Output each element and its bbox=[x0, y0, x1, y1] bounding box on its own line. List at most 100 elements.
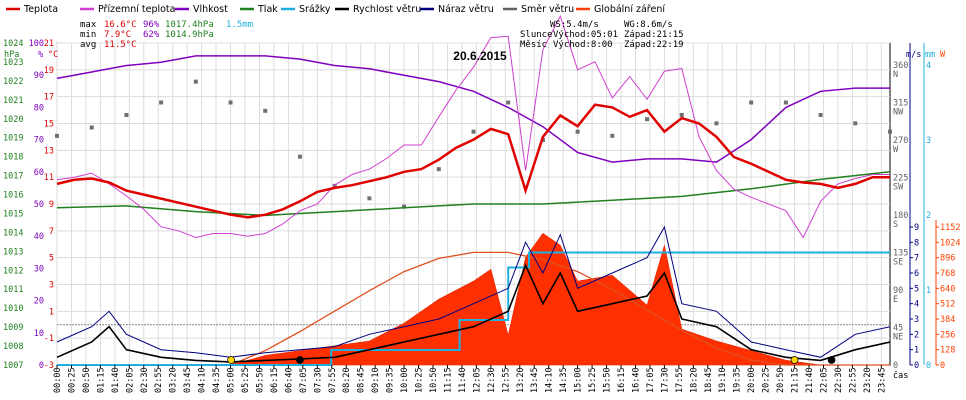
y-tick-label-w: 1024 bbox=[940, 238, 960, 248]
unit-pct: % bbox=[38, 50, 43, 60]
y-tick-label-pct: 80 bbox=[34, 103, 44, 113]
x-tick-label: 14:10 bbox=[545, 367, 555, 393]
y-tick-label-dir: 0 bbox=[893, 361, 898, 371]
x-tick-label: 17:55 bbox=[675, 367, 685, 393]
x-tick-label: 08:20 bbox=[342, 367, 352, 393]
y-tick-label-hpa: 1008 bbox=[3, 342, 23, 352]
y-tick-label-c: -1 bbox=[44, 334, 54, 344]
y-tick-label-ms: 3 bbox=[914, 315, 919, 325]
x-tick-label: 01:40 bbox=[111, 367, 121, 393]
wind-direction-dot bbox=[124, 113, 129, 117]
y-tick-label-hpa: 1017 bbox=[3, 172, 23, 182]
legend-label: Přízemní teplota bbox=[98, 4, 175, 15]
x-tick-label: 05:00 bbox=[227, 367, 237, 393]
x-tick-label: 22:30 bbox=[834, 367, 844, 393]
x-tick-label: 15:25 bbox=[588, 367, 598, 393]
ground-temp-line bbox=[56, 14, 890, 239]
y-tick-label-hpa: 1021 bbox=[3, 96, 23, 106]
x-tick-label: 09:10 bbox=[371, 367, 381, 393]
x-axis-label: čas bbox=[893, 370, 908, 381]
y-tick-label-dir: 270 bbox=[893, 136, 908, 146]
x-tick-label: 22:05 bbox=[819, 367, 829, 393]
wind-direction-dot bbox=[645, 117, 650, 122]
legend-label: Vlhkost bbox=[193, 4, 228, 15]
y-tick-label-c: 5 bbox=[49, 254, 54, 264]
x-tick-label: 15:00 bbox=[574, 367, 584, 393]
wind-direction-dot bbox=[610, 133, 615, 138]
max-hum: 96% bbox=[143, 20, 160, 30]
wind-direction-dot bbox=[575, 129, 580, 134]
x-tick-label: 02:55 bbox=[154, 367, 164, 393]
x-tick-label: 12:55 bbox=[501, 367, 511, 393]
y-tick-label-pct: 60 bbox=[34, 168, 44, 178]
x-tick-label: 02:05 bbox=[125, 367, 135, 393]
y-tick-label-ms: 1 bbox=[914, 346, 919, 356]
y-tick-label-pct: 90 bbox=[34, 71, 44, 81]
y-tick-label-w: 256 bbox=[940, 330, 955, 340]
axes-group: 00:00 00:25 00:50 01:15 01:40 02:05 02:30 02:55… bbox=[3, 39, 960, 393]
x-tick-label: 21:15 bbox=[791, 367, 801, 393]
dir-letter: NW bbox=[893, 108, 904, 118]
y-tick-label-mm: 4 bbox=[926, 61, 931, 71]
x-tick-label: 04:10 bbox=[198, 367, 208, 393]
y-tick-label-pct: 40 bbox=[34, 232, 44, 242]
dir-letter: SE bbox=[893, 258, 903, 268]
y-tick-label-w: 384 bbox=[940, 315, 955, 325]
y-tick-label-hpa: 1009 bbox=[3, 323, 23, 333]
moon-marker bbox=[296, 356, 304, 364]
y-tick-label-hpa: 1015 bbox=[3, 209, 23, 219]
sun-marker bbox=[227, 356, 235, 364]
min-press: 1014.9hPa bbox=[165, 30, 214, 40]
sun-set: Západ:21:15 bbox=[624, 30, 684, 40]
y-tick-label-mm: 1 bbox=[926, 286, 931, 296]
max-temp: 16.6°C bbox=[104, 20, 137, 30]
stats-block: max 16.6°C 96% 1017.4hPa 1.5mm min 7.9°C… bbox=[80, 20, 253, 50]
legend-label: Rychlost větru bbox=[353, 4, 421, 15]
temperature-line bbox=[56, 103, 890, 219]
x-tick-label: 04:35 bbox=[212, 367, 222, 393]
x-tick-label: 13:45 bbox=[530, 367, 540, 393]
x-tick-label: 03:45 bbox=[183, 367, 193, 393]
x-tick-label: 12:05 bbox=[472, 367, 482, 393]
avg-temp: 11.5°C bbox=[104, 40, 137, 50]
y-tick-label-pct: 30 bbox=[34, 264, 44, 274]
x-tick-label: 03:20 bbox=[169, 367, 179, 393]
x-tick-label: 01:15 bbox=[96, 367, 106, 393]
unit-hpa: hPa bbox=[4, 50, 19, 60]
x-tick-label: 20:50 bbox=[776, 367, 786, 393]
wind-direction-dot bbox=[471, 129, 476, 134]
y-tick-label-dir: 135 bbox=[893, 249, 908, 259]
y-tick-label-mm: 0 bbox=[926, 361, 931, 371]
y-tick-label-w: 0 bbox=[940, 361, 945, 371]
y-tick-label-w: 1152 bbox=[940, 223, 960, 233]
wind-direction-dot bbox=[749, 100, 754, 105]
dir-letter: W bbox=[893, 145, 899, 155]
unit-c: °C bbox=[48, 50, 58, 60]
y-tick-label-w: 896 bbox=[940, 254, 955, 264]
x-tick-label: 11:15 bbox=[443, 367, 453, 393]
wind-direction-dot bbox=[714, 121, 719, 126]
y-tick-label-pct: 50 bbox=[34, 200, 44, 210]
wind-direction-dots bbox=[55, 79, 892, 209]
y-tick-label-ms: 0 bbox=[914, 361, 919, 371]
y-tick-label-hpa: 1012 bbox=[3, 266, 23, 276]
series-group bbox=[56, 14, 891, 366]
x-tick-label: 22:55 bbox=[848, 367, 858, 393]
x-tick-label: 07:05 bbox=[299, 367, 309, 393]
min-temp: 7.9°C bbox=[104, 30, 131, 40]
y-tick-label-hpa: 1024 bbox=[3, 39, 23, 49]
dir-letter: SW bbox=[893, 183, 904, 193]
y-tick-label-ms: 5 bbox=[914, 284, 919, 294]
sun-label: Slunce bbox=[520, 30, 553, 40]
y-tick-label-c: 11 bbox=[44, 173, 54, 183]
y-tick-label-w: 640 bbox=[940, 284, 955, 294]
x-tick-label: 10:50 bbox=[429, 367, 439, 393]
wind-direction-dot bbox=[436, 167, 441, 172]
wind-direction-dot bbox=[853, 121, 858, 126]
x-tick-label: 00:00 bbox=[53, 367, 63, 393]
wind-direction-dot bbox=[506, 100, 511, 105]
wind-direction-dot bbox=[367, 196, 372, 201]
chart-title: 20.6.2015 bbox=[453, 49, 507, 63]
y-tick-label-hpa: 1019 bbox=[3, 134, 23, 144]
